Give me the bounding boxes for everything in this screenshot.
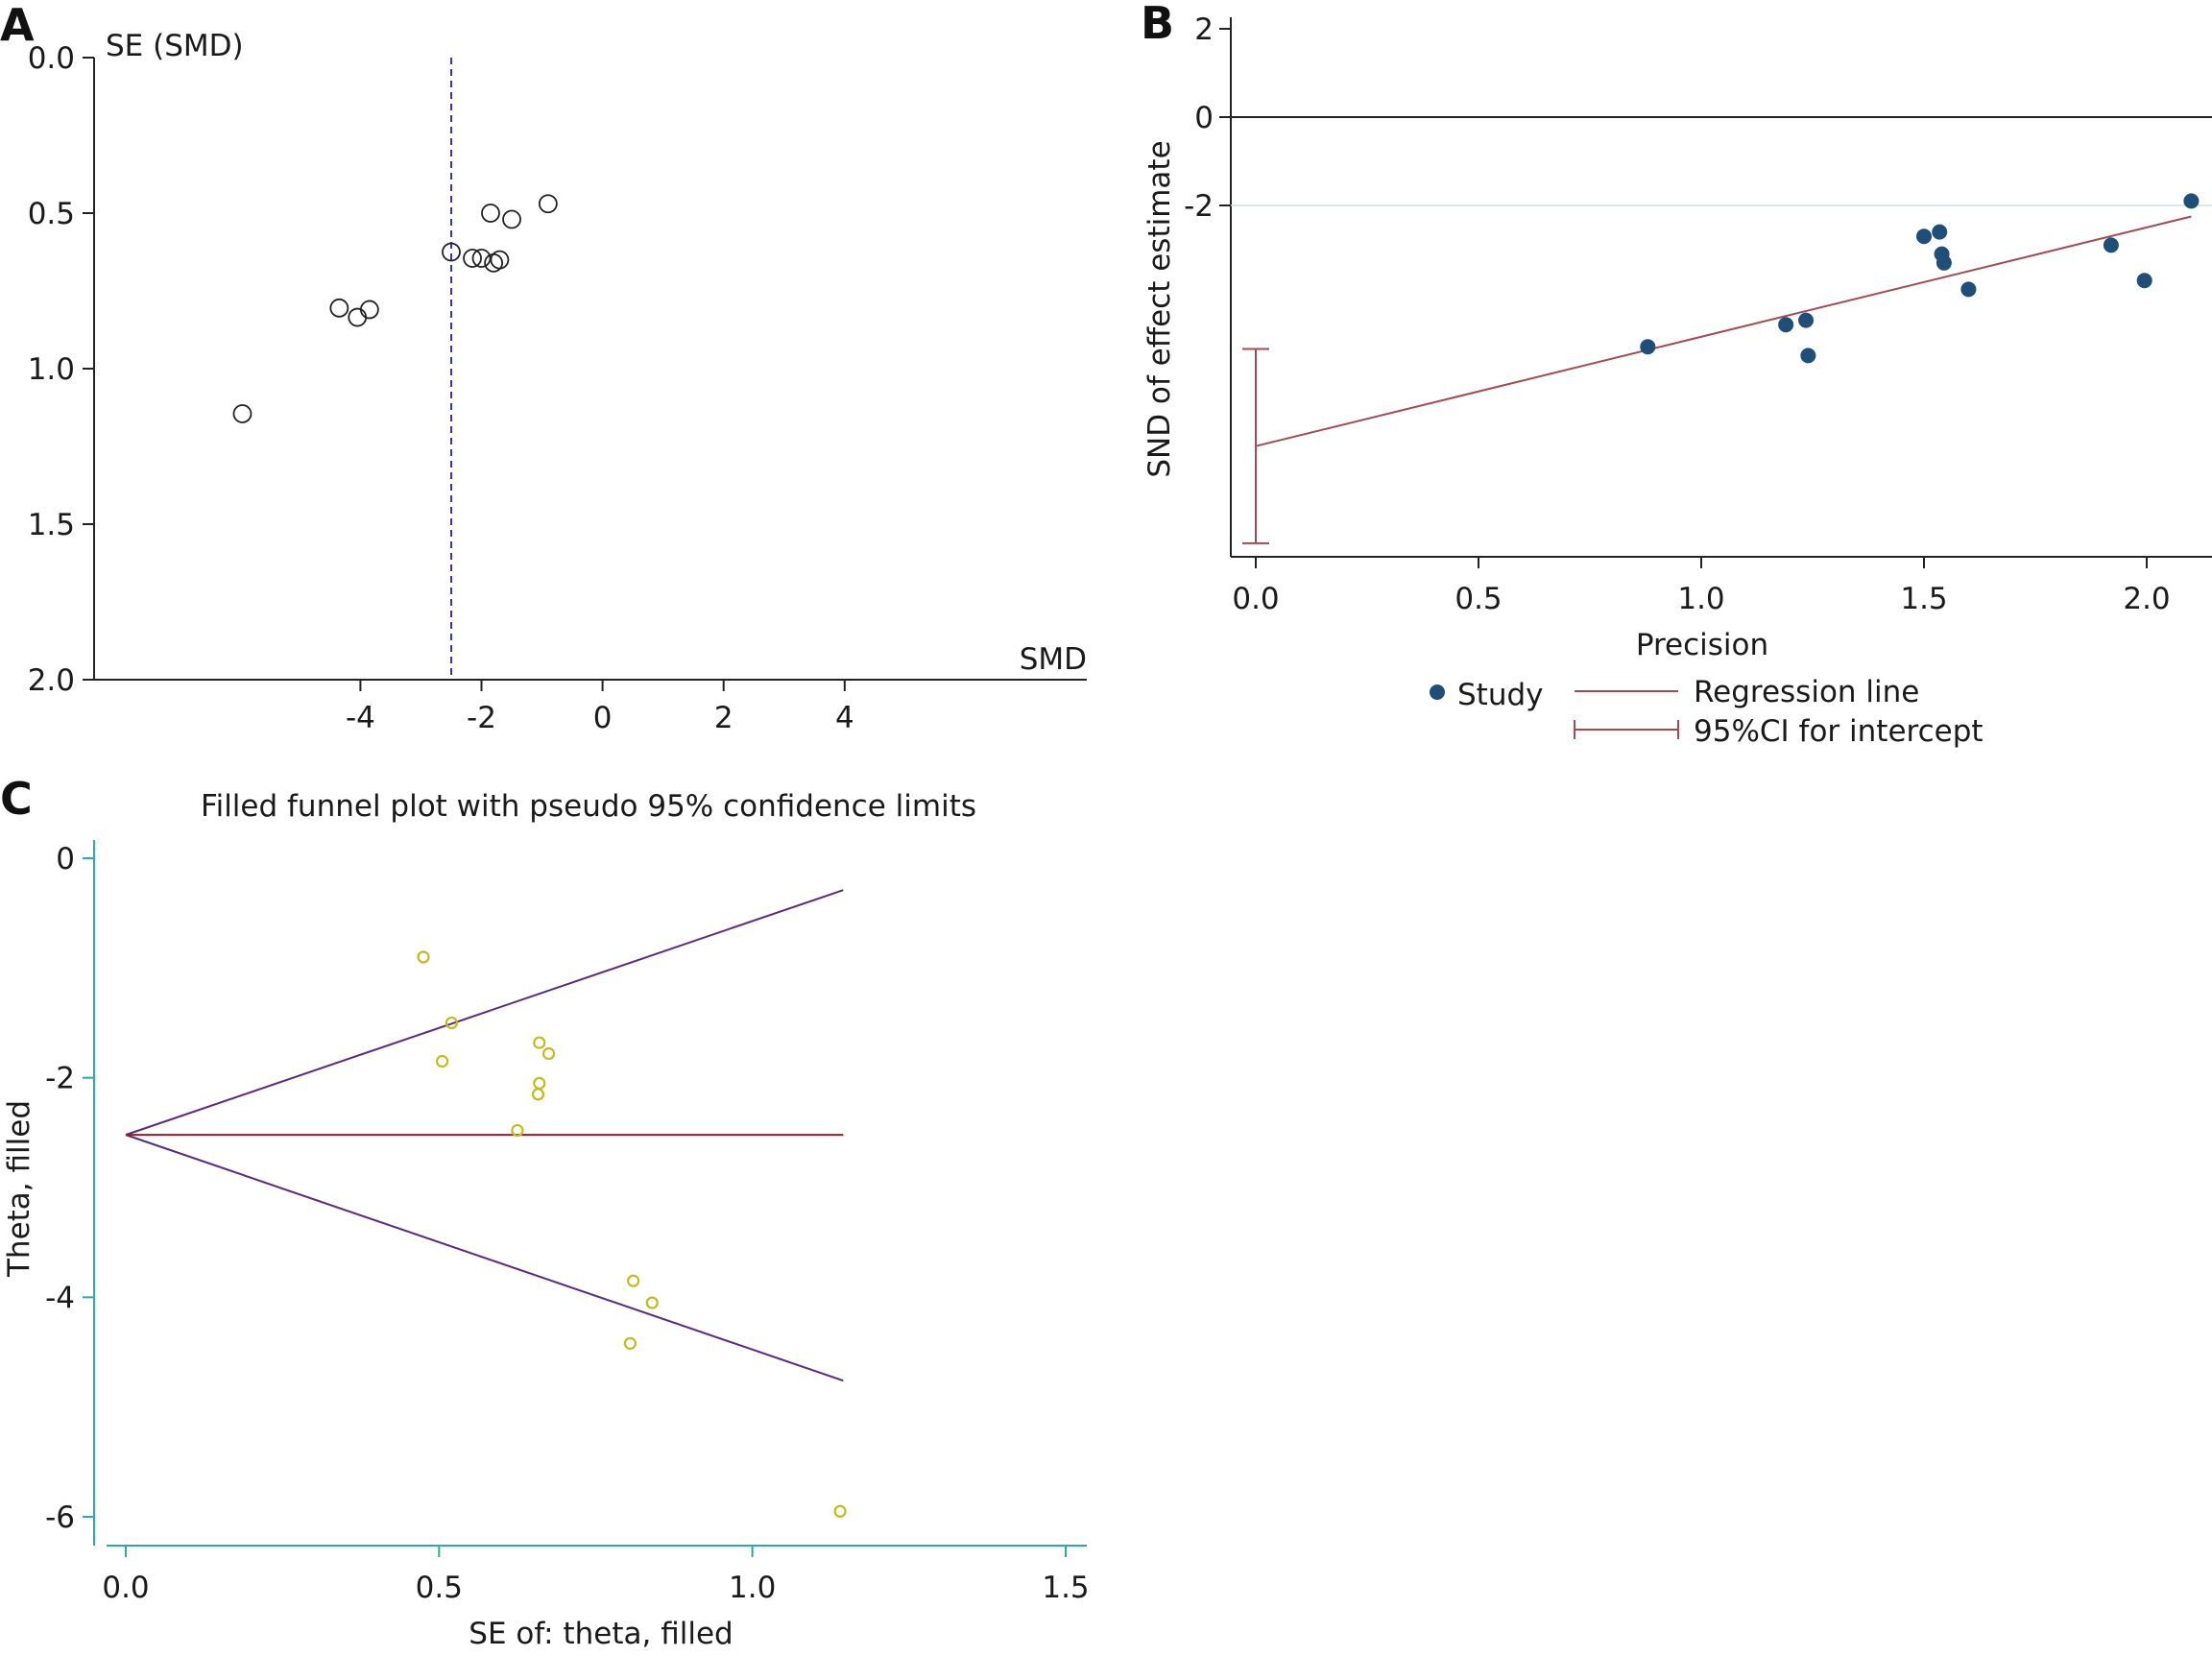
panel-c-lower-confidence-limit bbox=[125, 1134, 844, 1382]
panel-b-x-axis-title: Precision bbox=[1636, 628, 1768, 662]
panel-c-letter: C bbox=[0, 773, 33, 825]
panel-a-x-tick-label: 2 bbox=[714, 701, 733, 735]
panel-a-x-tick-label: -4 bbox=[346, 701, 375, 735]
panel-c-study-point bbox=[645, 1296, 659, 1309]
panel-b-study-point bbox=[1800, 348, 1816, 364]
panel-b-x-tick-label: 1.0 bbox=[1677, 582, 1724, 616]
panel-a-study-point bbox=[329, 298, 349, 318]
panel-a-y-axis-title: SE (SMD) bbox=[106, 29, 244, 63]
panel-b-study-point bbox=[2183, 193, 2200, 209]
panel-a-x-tick-label: 4 bbox=[835, 701, 854, 735]
panel-b-study-point bbox=[2103, 237, 2119, 253]
panel-a-funnel-plot: A SE (SMD) SMD -4 -2 0 2 4 0.0 0.5 1.0 1.5 2.0 bbox=[0, 0, 1087, 735]
panel-c-study-point bbox=[435, 1054, 449, 1068]
panel-a-x-tick-label: -2 bbox=[467, 701, 496, 735]
panel-b-marks: 0.0 0.5 1.0 1.5 2.0 2 0 -2 bbox=[1184, 12, 2212, 616]
legend-regression-label: Regression line bbox=[1694, 675, 1919, 709]
panel-b-x-tick-label: 0.0 bbox=[1232, 582, 1279, 616]
panel-c-study-point bbox=[531, 1088, 545, 1101]
panel-a-study-point bbox=[359, 300, 379, 320]
panel-a-y-tick-label: 1.0 bbox=[28, 352, 75, 387]
panel-c-filled-funnel-plot: C Filled funnel plot with pseudo 95% con… bbox=[0, 773, 1090, 1651]
panel-b-x-tick-label: 1.5 bbox=[1900, 582, 1947, 616]
panel-c-x-axis-title: SE of: theta, filled bbox=[469, 1617, 733, 1651]
panel-a-y-tick-label: 2.0 bbox=[28, 663, 75, 698]
panel-a-study-point bbox=[481, 204, 500, 223]
panel-a-study-point bbox=[348, 307, 368, 327]
panel-c-study-point bbox=[417, 950, 430, 964]
panel-a-marks: -4 -2 0 2 4 0.0 0.5 1.0 1.5 2.0 bbox=[28, 41, 854, 735]
panel-a-study-point bbox=[484, 252, 504, 273]
panel-a-study-point bbox=[538, 194, 558, 214]
panel-b-study-point bbox=[1778, 317, 1794, 333]
panel-b-x-tick-label: 2.0 bbox=[2123, 582, 2170, 616]
panel-c-upper-confidence-limit bbox=[125, 889, 844, 1137]
panel-b-letter: B bbox=[1141, 0, 1174, 49]
panel-a-y-tick-label: 1.5 bbox=[28, 508, 75, 542]
panel-a-study-point bbox=[442, 242, 461, 262]
panel-b-study-point bbox=[1932, 224, 1948, 240]
panel-b-y-tick-label: 0 bbox=[1194, 101, 1214, 135]
panel-b-legend: Study Regression line 95%CI for intercep… bbox=[1430, 675, 1984, 749]
panel-b-x-tick-label: 0.5 bbox=[1455, 582, 1502, 616]
panel-b-study-point bbox=[1960, 281, 1977, 298]
panel-c-study-point bbox=[511, 1123, 524, 1138]
panel-c-study-point bbox=[623, 1336, 637, 1350]
panel-c-study-point bbox=[533, 1036, 546, 1049]
panel-a-study-point bbox=[463, 249, 482, 268]
panel-c-title: Filled funnel plot with pseudo 95% confi… bbox=[201, 789, 976, 824]
panel-b-study-point bbox=[1798, 312, 1815, 328]
panel-a-study-point bbox=[502, 209, 521, 229]
panel-c-study-point bbox=[533, 1076, 546, 1090]
panel-a-letter: A bbox=[0, 0, 35, 51]
panel-c-y-axis-title: Theta, filled bbox=[2, 1100, 36, 1278]
panel-b-study-point bbox=[2136, 273, 2152, 289]
panel-c-study-point bbox=[445, 1016, 458, 1030]
panel-b-y-axis-title: SND of effect estimate bbox=[1142, 140, 1177, 477]
panel-b-study-point bbox=[1936, 254, 1952, 271]
panel-c-y-tick-label: -6 bbox=[45, 1500, 75, 1535]
legend-ci-label: 95%CI for intercept bbox=[1694, 714, 1984, 749]
panel-b-y-tick-label: 2 bbox=[1194, 12, 1214, 47]
panel-c-marks: 0.0 0.5 1.0 1.5 0 -2 -4 -6 bbox=[45, 842, 1090, 1605]
panel-c-x-tick-label: 0.0 bbox=[102, 1571, 149, 1605]
panel-a-y-tick-label: 0.0 bbox=[28, 41, 75, 76]
panel-b-regression-line bbox=[1255, 215, 2192, 447]
panel-c-y-tick-label: 0 bbox=[56, 842, 75, 876]
panel-b-galbraith-plot: B SND of effect estimate Precision 0.0 0.… bbox=[1141, 0, 2212, 749]
panel-a-study-point bbox=[232, 404, 252, 423]
panel-a-y-tick-label: 0.5 bbox=[28, 197, 75, 231]
panel-a-x-tick-label: 0 bbox=[593, 701, 613, 735]
panel-c-study-point bbox=[833, 1504, 847, 1518]
panel-b-study-point bbox=[1916, 228, 1932, 245]
panel-c-study-point bbox=[541, 1046, 556, 1061]
panel-b-y-tick-label: -2 bbox=[1184, 189, 1214, 224]
panel-b-study-point bbox=[1640, 339, 1656, 355]
panel-c-x-tick-label: 1.0 bbox=[729, 1571, 776, 1605]
legend-study-label: Study bbox=[1457, 678, 1544, 712]
panel-c-study-point bbox=[627, 1274, 640, 1287]
legend-study-marker bbox=[1430, 684, 1445, 700]
panel-a-study-point bbox=[471, 249, 492, 268]
panel-c-y-tick-label: -2 bbox=[45, 1062, 75, 1096]
panel-c-x-tick-label: 0.5 bbox=[416, 1571, 463, 1605]
panel-c-x-tick-label: 1.5 bbox=[1042, 1571, 1089, 1605]
panel-a-x-axis-title: SMD bbox=[1020, 642, 1087, 677]
panel-c-y-tick-label: -4 bbox=[45, 1281, 75, 1315]
